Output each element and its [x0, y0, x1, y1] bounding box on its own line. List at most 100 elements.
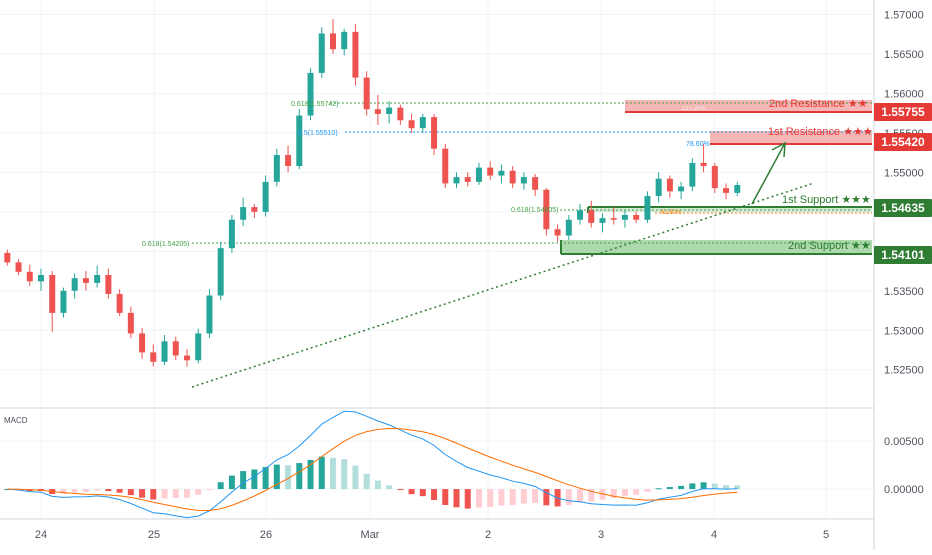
- second-support-label: 2nd Support ★★: [788, 240, 871, 252]
- candle-body: [172, 341, 179, 356]
- first-resistance-badge: 1.55420: [874, 133, 932, 151]
- price-tick-label: 1.57000: [884, 9, 924, 21]
- second-resistance-price: 1.55755: [881, 105, 925, 119]
- macd-histogram-bar: [678, 485, 685, 490]
- candle-body: [599, 218, 606, 223]
- time-tick-label: Mar: [361, 529, 380, 541]
- macd-histogram-bar: [150, 489, 157, 500]
- macd-histogram-bar: [139, 489, 146, 498]
- fib-0618-top-label: 0.618(1.55742): [291, 101, 338, 108]
- macd-histogram-bar: [262, 467, 269, 490]
- macd-histogram-bar: [453, 489, 460, 508]
- candle-body: [240, 207, 247, 220]
- macd-histogram-bar: [374, 480, 381, 490]
- candle-body: [554, 229, 561, 236]
- candle-body: [341, 31, 348, 50]
- macd-histogram-bar: [621, 489, 628, 497]
- candle-body: [352, 31, 359, 78]
- candle-body: [195, 333, 202, 361]
- candle-body: [127, 312, 134, 334]
- macd-histogram-bar: [183, 489, 190, 498]
- macd-histogram-bar: [172, 489, 179, 499]
- time-tick-label: 4: [711, 529, 717, 541]
- macd-histogram-bar: [532, 489, 539, 504]
- candle-body: [26, 271, 33, 282]
- candle-body: [543, 189, 550, 230]
- macd-histogram-bar: [689, 483, 696, 490]
- macd-histogram-bar: [228, 475, 235, 490]
- candle-body: [621, 215, 628, 220]
- macd-histogram-bar: [341, 459, 348, 490]
- macd-histogram-bar: [464, 489, 471, 509]
- macd-histogram-bar: [318, 456, 325, 490]
- macd-histogram-bar: [285, 465, 292, 490]
- macd-histogram-bar: [509, 489, 516, 506]
- candle-body: [644, 196, 651, 220]
- second-support-badge: 1.54101: [874, 246, 932, 264]
- candle-body: [633, 215, 640, 220]
- candle-body: [711, 166, 718, 189]
- candle-body: [15, 262, 22, 272]
- macd-histogram-bar: [498, 489, 505, 506]
- candle-body: [386, 107, 393, 114]
- candle-body: [588, 210, 595, 223]
- macd-histogram-bar: [352, 465, 359, 490]
- bullish-arrow: [751, 141, 786, 205]
- first-support-badge: 1.54635: [874, 199, 932, 217]
- price-tick-label: 1.56000: [884, 88, 924, 100]
- macd-histogram-bar: [644, 489, 651, 492]
- candle-body: [532, 177, 539, 190]
- macd-histogram-bar: [82, 489, 89, 492]
- candle-body: [60, 290, 67, 313]
- candle-body: [38, 275, 44, 282]
- macd-line: [7, 410, 738, 519]
- fib-0618-mid-label: 0.618(1.54605): [511, 207, 558, 214]
- macd-histogram-bar: [588, 489, 595, 502]
- macd-histogram-bar: [127, 489, 134, 496]
- candle-body: [285, 155, 292, 167]
- macd-histogram-bar: [666, 487, 673, 490]
- price-tick-label: 1.53000: [884, 325, 924, 337]
- macd-histogram-bar: [116, 489, 123, 493]
- candle-body: [509, 170, 516, 184]
- candle-body: [374, 109, 381, 114]
- candle-body: [397, 107, 404, 121]
- candle-body: [498, 170, 505, 176]
- macd-tick-label: 0.00000: [884, 484, 924, 496]
- grid: [0, 0, 874, 519]
- first-support-zone: [588, 206, 872, 212]
- candle-body: [150, 352, 157, 362]
- macd-histogram-bar: [71, 489, 78, 493]
- price-tick-label: 1.56500: [884, 49, 924, 61]
- price-tick-label: 1.55000: [884, 167, 924, 179]
- macd-histogram-bar: [386, 485, 393, 490]
- macd-histogram-bar: [217, 482, 224, 490]
- candle-body: [318, 33, 325, 73]
- candle-body: [565, 219, 572, 236]
- time-axis: 24 25 26 Mar 2 3 4 5: [35, 529, 829, 541]
- macd-histogram-bar: [520, 489, 527, 504]
- candle-body: [217, 248, 224, 296]
- first-resistance-price: 1.55420: [881, 135, 925, 149]
- macd-histogram-bar: [408, 489, 415, 495]
- macd-histogram-bar: [397, 489, 404, 491]
- candle-body: [666, 178, 673, 192]
- macd-histogram-bar: [273, 464, 280, 490]
- ascending-trendline: [191, 182, 815, 388]
- price-tick-label: 1.53500: [884, 286, 924, 298]
- macd-histogram-bar: [442, 489, 449, 506]
- first-support-price: 1.54635: [881, 201, 925, 215]
- macd-histogram-bar: [419, 489, 426, 497]
- macd-histogram-bar: [195, 489, 202, 495]
- candle-body: [105, 275, 112, 294]
- candle-body: [419, 117, 426, 129]
- macd-histogram-bar: [475, 489, 482, 508]
- candle-body: [183, 355, 190, 361]
- first-resistance-label: 1st Resistance ★★★: [768, 126, 873, 138]
- macd-histogram-bar: [723, 485, 730, 490]
- candle-body: [520, 177, 527, 184]
- candle-body: [408, 120, 415, 129]
